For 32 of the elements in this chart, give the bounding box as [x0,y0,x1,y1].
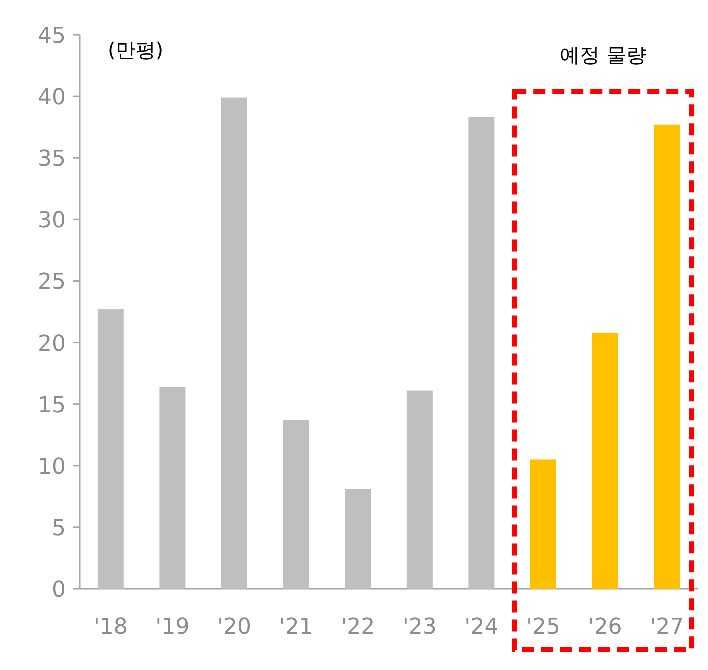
y-tick-label: 40 [38,86,66,111]
y-tick-label: 10 [38,454,66,480]
bar [345,489,372,589]
x-tick-label: '26 [588,615,622,640]
x-tick-label: '27 [650,615,684,640]
y-tick-label: 30 [38,208,66,234]
bar [530,460,556,589]
bar [654,124,680,589]
y-tick-label: 5 [52,516,66,542]
x-tick-label: '25 [526,615,561,640]
annotation: 예정 물량 [560,43,646,67]
x-tick-label: '19 [156,615,190,640]
x-tick-label: '21 [279,615,314,640]
bar [98,310,124,589]
x-tick-label: '20 [217,615,252,640]
bar [160,387,186,589]
bar [222,98,248,589]
y-tick-label: 45 [38,24,66,49]
bar [283,420,310,589]
x-tick-label: '23 [402,615,437,640]
bar [406,390,433,589]
bar [592,332,618,589]
x-tick-label: '18 [94,615,128,640]
bar [468,117,495,589]
y-axis-title: (만평) [108,38,164,62]
y-tick-label: 35 [38,147,66,172]
y-tick-label: 15 [38,393,66,418]
x-tick-label: '24 [464,615,499,640]
x-tick-label: '22 [341,615,376,640]
y-tick-label: 25 [38,270,66,296]
y-tick-label: 20 [38,332,66,357]
y-tick-label: 0 [52,578,66,603]
